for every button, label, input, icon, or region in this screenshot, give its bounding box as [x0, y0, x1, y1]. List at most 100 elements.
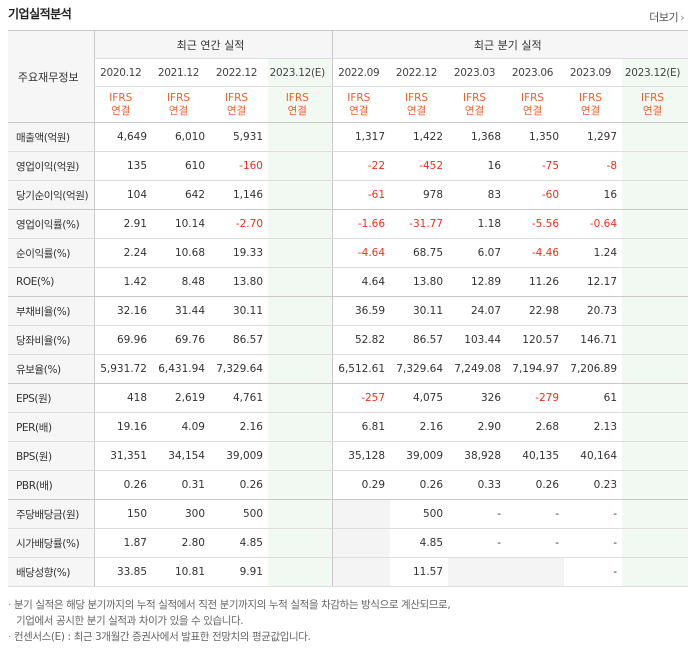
annual-value: 6,010 [152, 122, 210, 152]
accounting-standard: IFRS 연결 [506, 86, 565, 123]
quarter-value: 36.59 [331, 296, 391, 326]
table-row: ROE(%) 1.42 8.48 13.80 4.64 13.80 12.89 11.26 12… [8, 267, 689, 297]
annual-value [268, 499, 333, 529]
annual-value: 33.85 [93, 557, 152, 587]
quarter-header: 최근 분기 실적 [331, 30, 689, 59]
quarter-value: -279 [506, 383, 565, 413]
annual-value [268, 412, 333, 442]
annual-value: 31.44 [152, 296, 210, 326]
table-row: 유보율(%) 5,931.72 6,431.94 7,329.64 6,512.61 7,… [8, 354, 689, 384]
quarter-value: 7,206.89 [564, 354, 623, 384]
annual-value [268, 238, 333, 268]
annual-value: 69.96 [93, 325, 152, 355]
annual-value: 7,329.64 [210, 354, 268, 384]
quarter-value [622, 296, 689, 326]
annual-value: 10.14 [152, 209, 210, 239]
quarter-value: 500 [390, 499, 449, 529]
table-row: PBR(배) 0.26 0.31 0.26 0.29 0.26 0.33 0.26 0.23 [8, 470, 689, 500]
quarter-value: -257 [331, 383, 391, 413]
annual-value: 4.85 [210, 528, 268, 558]
quarter-value: 30.11 [390, 296, 449, 326]
quarter-value [622, 412, 689, 442]
annual-value: 1.42 [93, 267, 152, 297]
accounting-standard: IFRS 연결 [93, 86, 152, 123]
quarter-value: 7,329.64 [390, 354, 449, 384]
annual-value: 5,931 [210, 122, 268, 152]
row-label: EPS(원) [8, 383, 94, 413]
quarter-value: 2.13 [564, 412, 623, 442]
annual-value: 135 [93, 151, 152, 181]
footnotes: · 분기 실적은 해당 분기까지의 누적 실적에서 직전 분기까지의 누적 실적… [8, 597, 688, 645]
table-row: PER(배) 19.16 4.09 2.16 6.81 2.16 2.90 2.68 2.13 [8, 412, 689, 442]
quarter-value: 16 [448, 151, 507, 181]
annual-value: 86.57 [210, 325, 268, 355]
annual-value [268, 296, 333, 326]
section-header: 기업실적분석 더보기 › [0, 0, 694, 28]
period-header: 2023.12(E) [268, 58, 333, 87]
row-label: 영업이익(억원) [8, 151, 94, 181]
annual-value: 0.26 [93, 470, 152, 500]
period-header: 2022.09 [331, 58, 391, 87]
quarter-value: 978 [390, 180, 449, 210]
row-label: PER(배) [8, 412, 94, 442]
quarter-value: 6.07 [448, 238, 507, 268]
quarter-value: 24.07 [448, 296, 507, 326]
quarter-value: 1,368 [448, 122, 507, 152]
quarter-value: - [564, 557, 623, 587]
quarter-value: 4.85 [390, 528, 449, 558]
quarter-value [622, 238, 689, 268]
accounting-standard: IFRS 연결 [210, 86, 268, 123]
quarter-value: 40,135 [506, 441, 565, 471]
quarter-value [622, 122, 689, 152]
quarter-value: - [506, 528, 565, 558]
label-header: 주요재무정보 [8, 30, 94, 123]
accounting-standard: IFRS 연결 [331, 86, 391, 123]
row-label: 배당성향(%) [8, 557, 94, 587]
more-link[interactable]: 더보기 › [649, 9, 684, 25]
period-header: 2023.06 [506, 58, 565, 87]
row-label: ROE(%) [8, 267, 94, 297]
quarter-value: 22.98 [506, 296, 565, 326]
annual-value: 104 [93, 180, 152, 210]
annual-value: 32.16 [93, 296, 152, 326]
quarter-value: - [448, 499, 507, 529]
annual-value: 150 [93, 499, 152, 529]
annual-header: 최근 연간 실적 [93, 30, 333, 59]
financial-table: 주요재무정보 최근 연간 실적 최근 분기 실적 2020.12 2021.12 2… [8, 30, 689, 587]
row-label: 당좌비율(%) [8, 325, 94, 355]
table-row: 시가배당률(%) 1.87 2.80 4.85 4.85- - - [8, 528, 689, 558]
quarter-value: 6,512.61 [331, 354, 391, 384]
quarter-value: 2.16 [390, 412, 449, 442]
table-body: 매출액(억원) 4,649 6,010 5,931 1,317 1,422 1,368 1,3… [8, 122, 689, 587]
quarter-value: 68.75 [390, 238, 449, 268]
annual-value [268, 557, 333, 587]
annual-value [268, 209, 333, 239]
annual-value: 9.91 [210, 557, 268, 587]
annual-value [268, 180, 333, 210]
annual-value: 1,146 [210, 180, 268, 210]
quarter-value: 86.57 [390, 325, 449, 355]
table-row: 주당배당금(원) 150 300 500 500- - - [8, 499, 689, 529]
annual-value: 610 [152, 151, 210, 181]
quarter-value [622, 267, 689, 297]
quarter-value [331, 557, 391, 587]
annual-value: -160 [210, 151, 268, 181]
quarter-value: 11.57 [390, 557, 449, 587]
annual-value: 34,154 [152, 441, 210, 471]
quarter-value: -1.66 [331, 209, 391, 239]
annual-value: 39,009 [210, 441, 268, 471]
annual-value: 2.91 [93, 209, 152, 239]
row-label: BPS(원) [8, 441, 94, 471]
quarter-value: 13.80 [390, 267, 449, 297]
annual-value [268, 441, 333, 471]
annual-value: 69.76 [152, 325, 210, 355]
quarter-value: - [506, 499, 565, 529]
quarter-value: 1,422 [390, 122, 449, 152]
annual-value: 19.33 [210, 238, 268, 268]
annual-value: 4,761 [210, 383, 268, 413]
chevron-right-icon: › [680, 11, 684, 24]
quarter-value: 0.23 [564, 470, 623, 500]
quarter-value: 2.90 [448, 412, 507, 442]
footnote-2: · 컨센서스(E) : 최근 3개월간 증권사에서 발표한 전망치의 평균값입니… [8, 631, 311, 643]
quarter-value: 35,128 [331, 441, 391, 471]
